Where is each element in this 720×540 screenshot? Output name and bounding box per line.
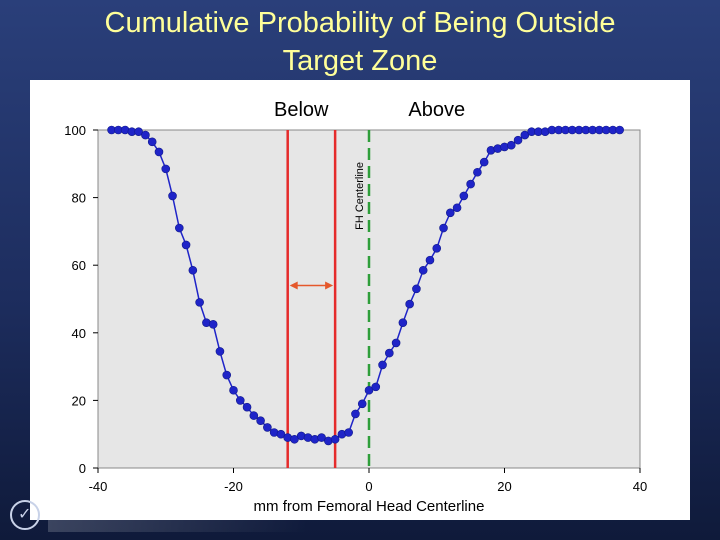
y-tick-label: 60 xyxy=(72,258,86,273)
data-point xyxy=(242,402,252,412)
slide-title-line-2: Target Zone xyxy=(282,45,438,77)
data-point xyxy=(412,284,421,294)
data-point xyxy=(161,164,171,174)
data-point xyxy=(506,140,516,150)
data-point xyxy=(432,244,442,253)
data-point xyxy=(479,157,489,167)
y-tick-label: 20 xyxy=(72,393,86,408)
data-point xyxy=(276,429,286,439)
data-point xyxy=(357,399,367,409)
region-label-above: Above xyxy=(408,99,465,121)
data-point xyxy=(154,147,164,157)
x-tick-label: -20 xyxy=(224,479,243,494)
data-point xyxy=(249,411,259,420)
data-point xyxy=(615,125,624,135)
data-point xyxy=(235,396,245,405)
x-tick-label: 40 xyxy=(633,479,647,494)
fh-centerline-label: FH Centerline xyxy=(354,162,366,230)
data-point xyxy=(344,428,353,437)
data-point xyxy=(425,255,435,265)
data-point xyxy=(466,179,475,189)
chart-panel: 0 20 40 60 80 100 -40 -20 0 20 40 mm from Femoral H… xyxy=(30,80,690,520)
data-point xyxy=(452,203,462,213)
data-point xyxy=(215,347,225,356)
data-point xyxy=(459,191,469,201)
data-point xyxy=(317,433,326,442)
data-point xyxy=(351,409,360,419)
data-point xyxy=(473,167,482,177)
slide-title-line-1: Cumulative Probability of Being Outside xyxy=(104,7,616,39)
cumulative-probability-chart: 0 20 40 60 80 100 -40 -20 0 20 40 mm from Femoral H… xyxy=(64,99,647,515)
y-tick-label: 0 xyxy=(79,461,86,476)
data-point xyxy=(188,265,198,275)
y-tick-label: 40 xyxy=(72,326,86,341)
data-point xyxy=(181,240,191,250)
data-point xyxy=(439,223,448,233)
data-point xyxy=(520,130,530,140)
region-label-below: Below xyxy=(274,99,329,121)
data-point xyxy=(398,318,408,327)
data-point xyxy=(208,320,218,329)
footer-decoration xyxy=(48,510,308,532)
x-axis-label: mm from Femoral Head Centerline xyxy=(254,498,485,515)
x-tick-label: 20 xyxy=(497,479,511,494)
footer-logo-icon xyxy=(10,500,40,530)
data-point xyxy=(391,338,401,348)
data-point xyxy=(141,130,150,140)
x-tick-label: 0 xyxy=(365,479,372,494)
data-point xyxy=(330,434,340,444)
data-point xyxy=(371,382,381,392)
x-tick-label: -40 xyxy=(89,479,108,494)
data-point xyxy=(385,348,394,358)
data-point xyxy=(263,423,272,432)
y-tick-label: 80 xyxy=(72,191,86,206)
data-point xyxy=(256,416,265,425)
data-point xyxy=(405,299,414,309)
data-point xyxy=(195,298,204,307)
data-point xyxy=(513,135,523,145)
data-point xyxy=(134,127,143,136)
y-tick-label: 100 xyxy=(64,123,86,138)
data-point xyxy=(147,137,157,147)
data-point xyxy=(168,191,177,201)
slide-title: Cumulative Probability of Being Outside … xyxy=(0,4,720,80)
arrow-head-right xyxy=(325,281,334,290)
data-point xyxy=(364,385,374,395)
arrow-head-left xyxy=(289,281,298,290)
data-point xyxy=(418,265,428,275)
data-point xyxy=(290,434,299,444)
data-point xyxy=(229,385,238,395)
data-point xyxy=(222,370,232,380)
data-point xyxy=(445,208,455,218)
data-point xyxy=(175,223,184,233)
data-point xyxy=(378,360,387,370)
